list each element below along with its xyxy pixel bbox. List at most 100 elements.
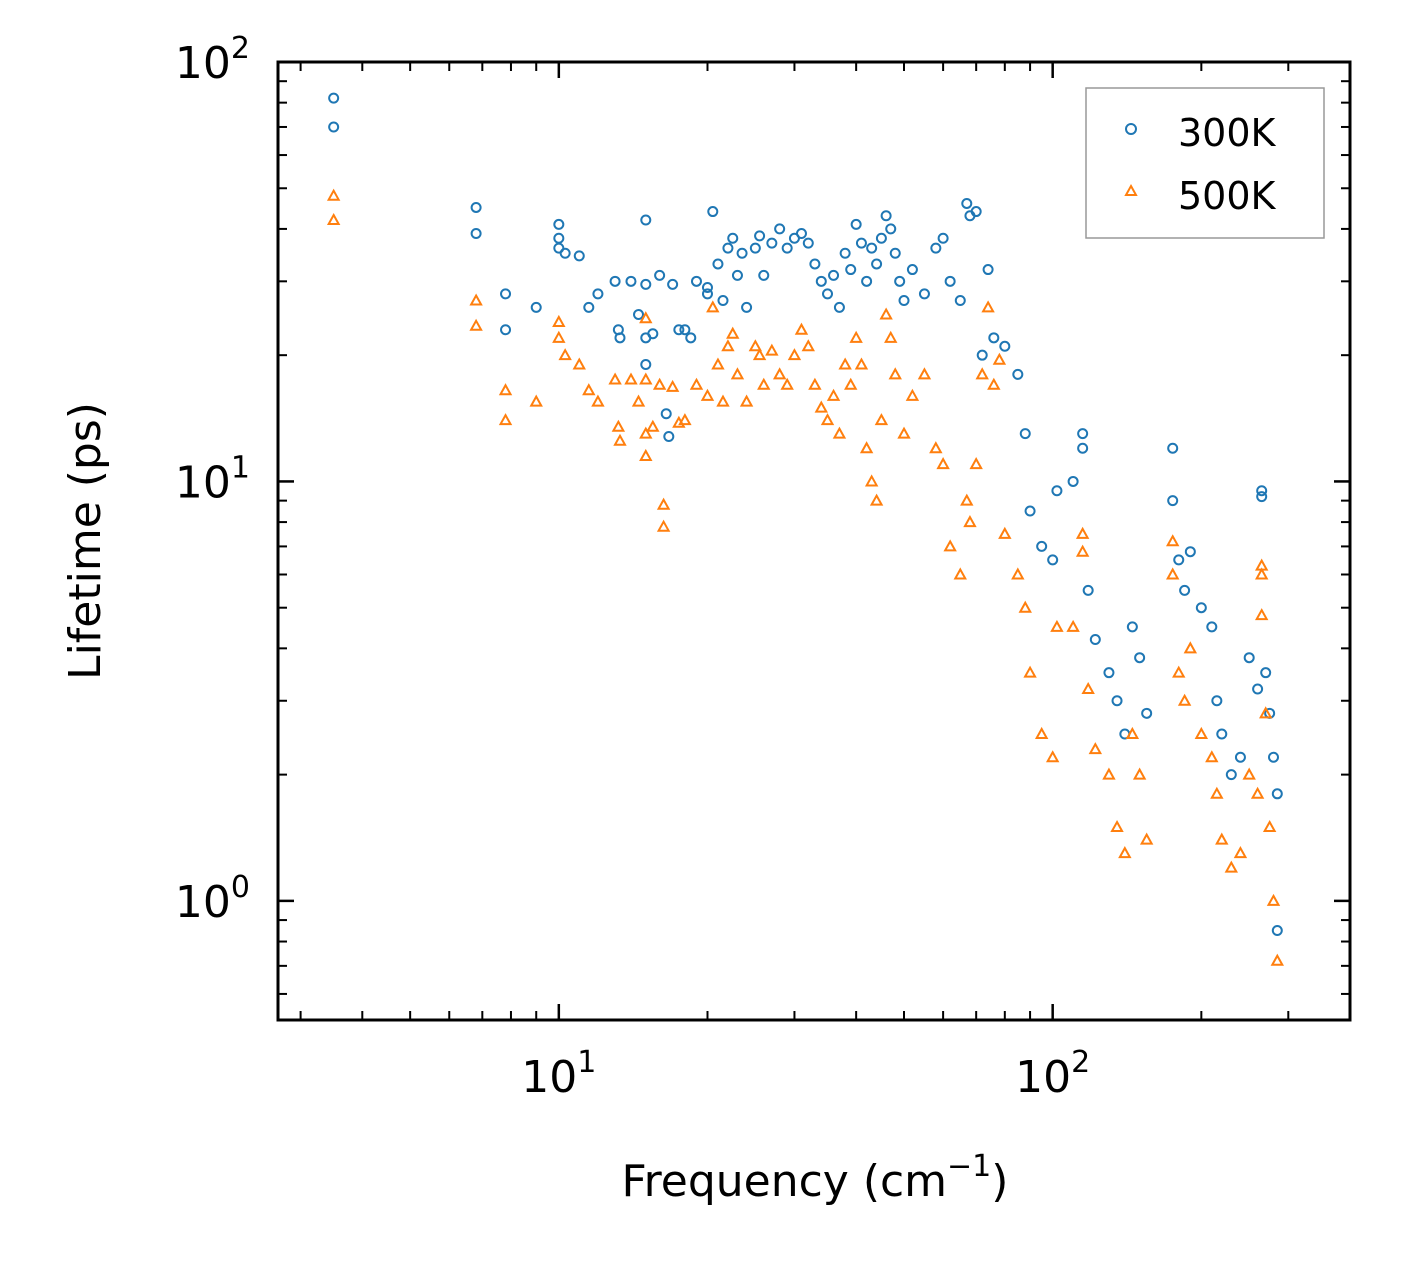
- data-point-300K: [1051, 485, 1063, 497]
- data-point-500K: [469, 293, 483, 306]
- data-point-500K: [1210, 786, 1224, 799]
- data-point-500K: [838, 357, 852, 370]
- legend-box: [1085, 87, 1325, 239]
- data-point-300K: [988, 332, 1000, 344]
- data-point-300K: [559, 247, 571, 259]
- data-point-500K: [646, 419, 660, 432]
- data-point-500K: [1224, 860, 1239, 873]
- data-point-500K: [981, 300, 995, 313]
- data-point-500K: [992, 352, 1007, 365]
- data-point-300K: [1271, 788, 1283, 800]
- data-point-300K: [1179, 584, 1191, 596]
- data-point-300K: [1252, 683, 1264, 695]
- data-point-300K: [647, 328, 659, 340]
- y-tick-label: 102: [175, 31, 250, 89]
- data-point-300K: [815, 275, 827, 287]
- data-point-500K: [1102, 767, 1116, 780]
- data-point-300K: [1126, 621, 1138, 633]
- x-axis-label-text: Frequency (cm: [622, 1156, 948, 1207]
- data-point-300K: [470, 228, 482, 240]
- data-point-300K: [1089, 633, 1101, 645]
- data-point-500K: [582, 383, 596, 396]
- data-point-500K: [936, 457, 950, 470]
- data-point-300K: [625, 275, 637, 287]
- data-point-300K: [1234, 751, 1246, 763]
- data-point-500K: [552, 314, 566, 327]
- data-point-300K: [1256, 485, 1268, 497]
- data-point-500K: [794, 322, 809, 335]
- data-point-300K: [1184, 546, 1196, 558]
- legend-label-500k: 500K: [1178, 174, 1277, 218]
- legend-marker-300k: [1125, 123, 1137, 135]
- data-point-300K: [871, 258, 883, 270]
- data-point-300K: [1141, 707, 1153, 719]
- data-point-500K: [869, 493, 884, 506]
- data-point-300K: [328, 121, 340, 133]
- data-point-500K: [706, 300, 720, 313]
- data-point-500K: [529, 394, 543, 407]
- data-point-500K: [929, 441, 943, 454]
- data-point-300K: [654, 269, 666, 281]
- data-point-300K: [999, 340, 1011, 352]
- data-point-500K: [656, 519, 671, 532]
- data-point-300K: [553, 232, 565, 244]
- series-500K: [326, 188, 1284, 966]
- data-point-300K: [970, 206, 982, 218]
- data-point-300K: [1243, 652, 1255, 664]
- data-point-500K: [1023, 665, 1037, 678]
- legend: 300K 500K: [1085, 87, 1325, 239]
- data-point-500K: [1194, 726, 1209, 739]
- data-point-300K: [1134, 652, 1146, 664]
- data-point-300K: [530, 301, 542, 313]
- data-point-300K: [722, 242, 734, 254]
- data-point-300K: [573, 250, 585, 262]
- data-point-300K: [1077, 442, 1089, 454]
- x-tick-label: 102: [1015, 1045, 1090, 1103]
- data-point-500K: [953, 567, 967, 580]
- data-point-300K: [781, 242, 793, 254]
- data-point-300K: [1019, 428, 1031, 440]
- data-point-500K: [711, 357, 725, 370]
- data-point-500K: [943, 539, 957, 552]
- data-point-300K: [1216, 728, 1228, 740]
- data-point-300K: [470, 201, 482, 213]
- data-point-500K: [611, 419, 626, 432]
- data-point-500K: [1011, 567, 1025, 580]
- data-point-300K: [1206, 621, 1218, 633]
- data-point-300K: [802, 237, 814, 249]
- data-point-300K: [1067, 475, 1079, 487]
- data-point-300K: [500, 288, 512, 300]
- data-point-500K: [558, 348, 572, 361]
- data-point-300K: [1077, 428, 1089, 440]
- data-point-300K: [640, 359, 652, 371]
- data-point-300K: [898, 295, 910, 307]
- data-point-500K: [1205, 750, 1219, 763]
- data-point-300K: [1225, 769, 1237, 781]
- data-point-300K: [795, 228, 807, 240]
- data-point-300K: [809, 258, 821, 270]
- legend-marker-500k: [1124, 183, 1138, 196]
- data-point-300K: [889, 247, 901, 259]
- data-point-500K: [639, 426, 653, 439]
- data-point-500K: [726, 326, 740, 339]
- data-point-500K: [652, 377, 667, 390]
- data-points: [326, 92, 1284, 966]
- data-point-500K: [897, 426, 911, 439]
- y-tick-label: 101: [175, 450, 250, 508]
- data-point-300K: [1256, 491, 1268, 503]
- data-point-500K: [1262, 819, 1277, 833]
- data-point-300K: [707, 206, 719, 218]
- data-point-500K: [656, 497, 671, 510]
- data-point-500K: [1132, 767, 1147, 780]
- data-point-500K: [874, 413, 889, 426]
- data-point-300K: [679, 324, 691, 336]
- data-point-500K: [748, 339, 763, 352]
- data-point-300K: [880, 210, 892, 222]
- data-point-300K: [592, 288, 604, 300]
- data-point-500K: [963, 515, 977, 528]
- data-point-500K: [780, 377, 794, 390]
- data-point-500K: [1254, 608, 1269, 621]
- data-point-300K: [690, 275, 702, 287]
- data-point-500K: [498, 383, 513, 396]
- data-point-300K: [640, 278, 652, 290]
